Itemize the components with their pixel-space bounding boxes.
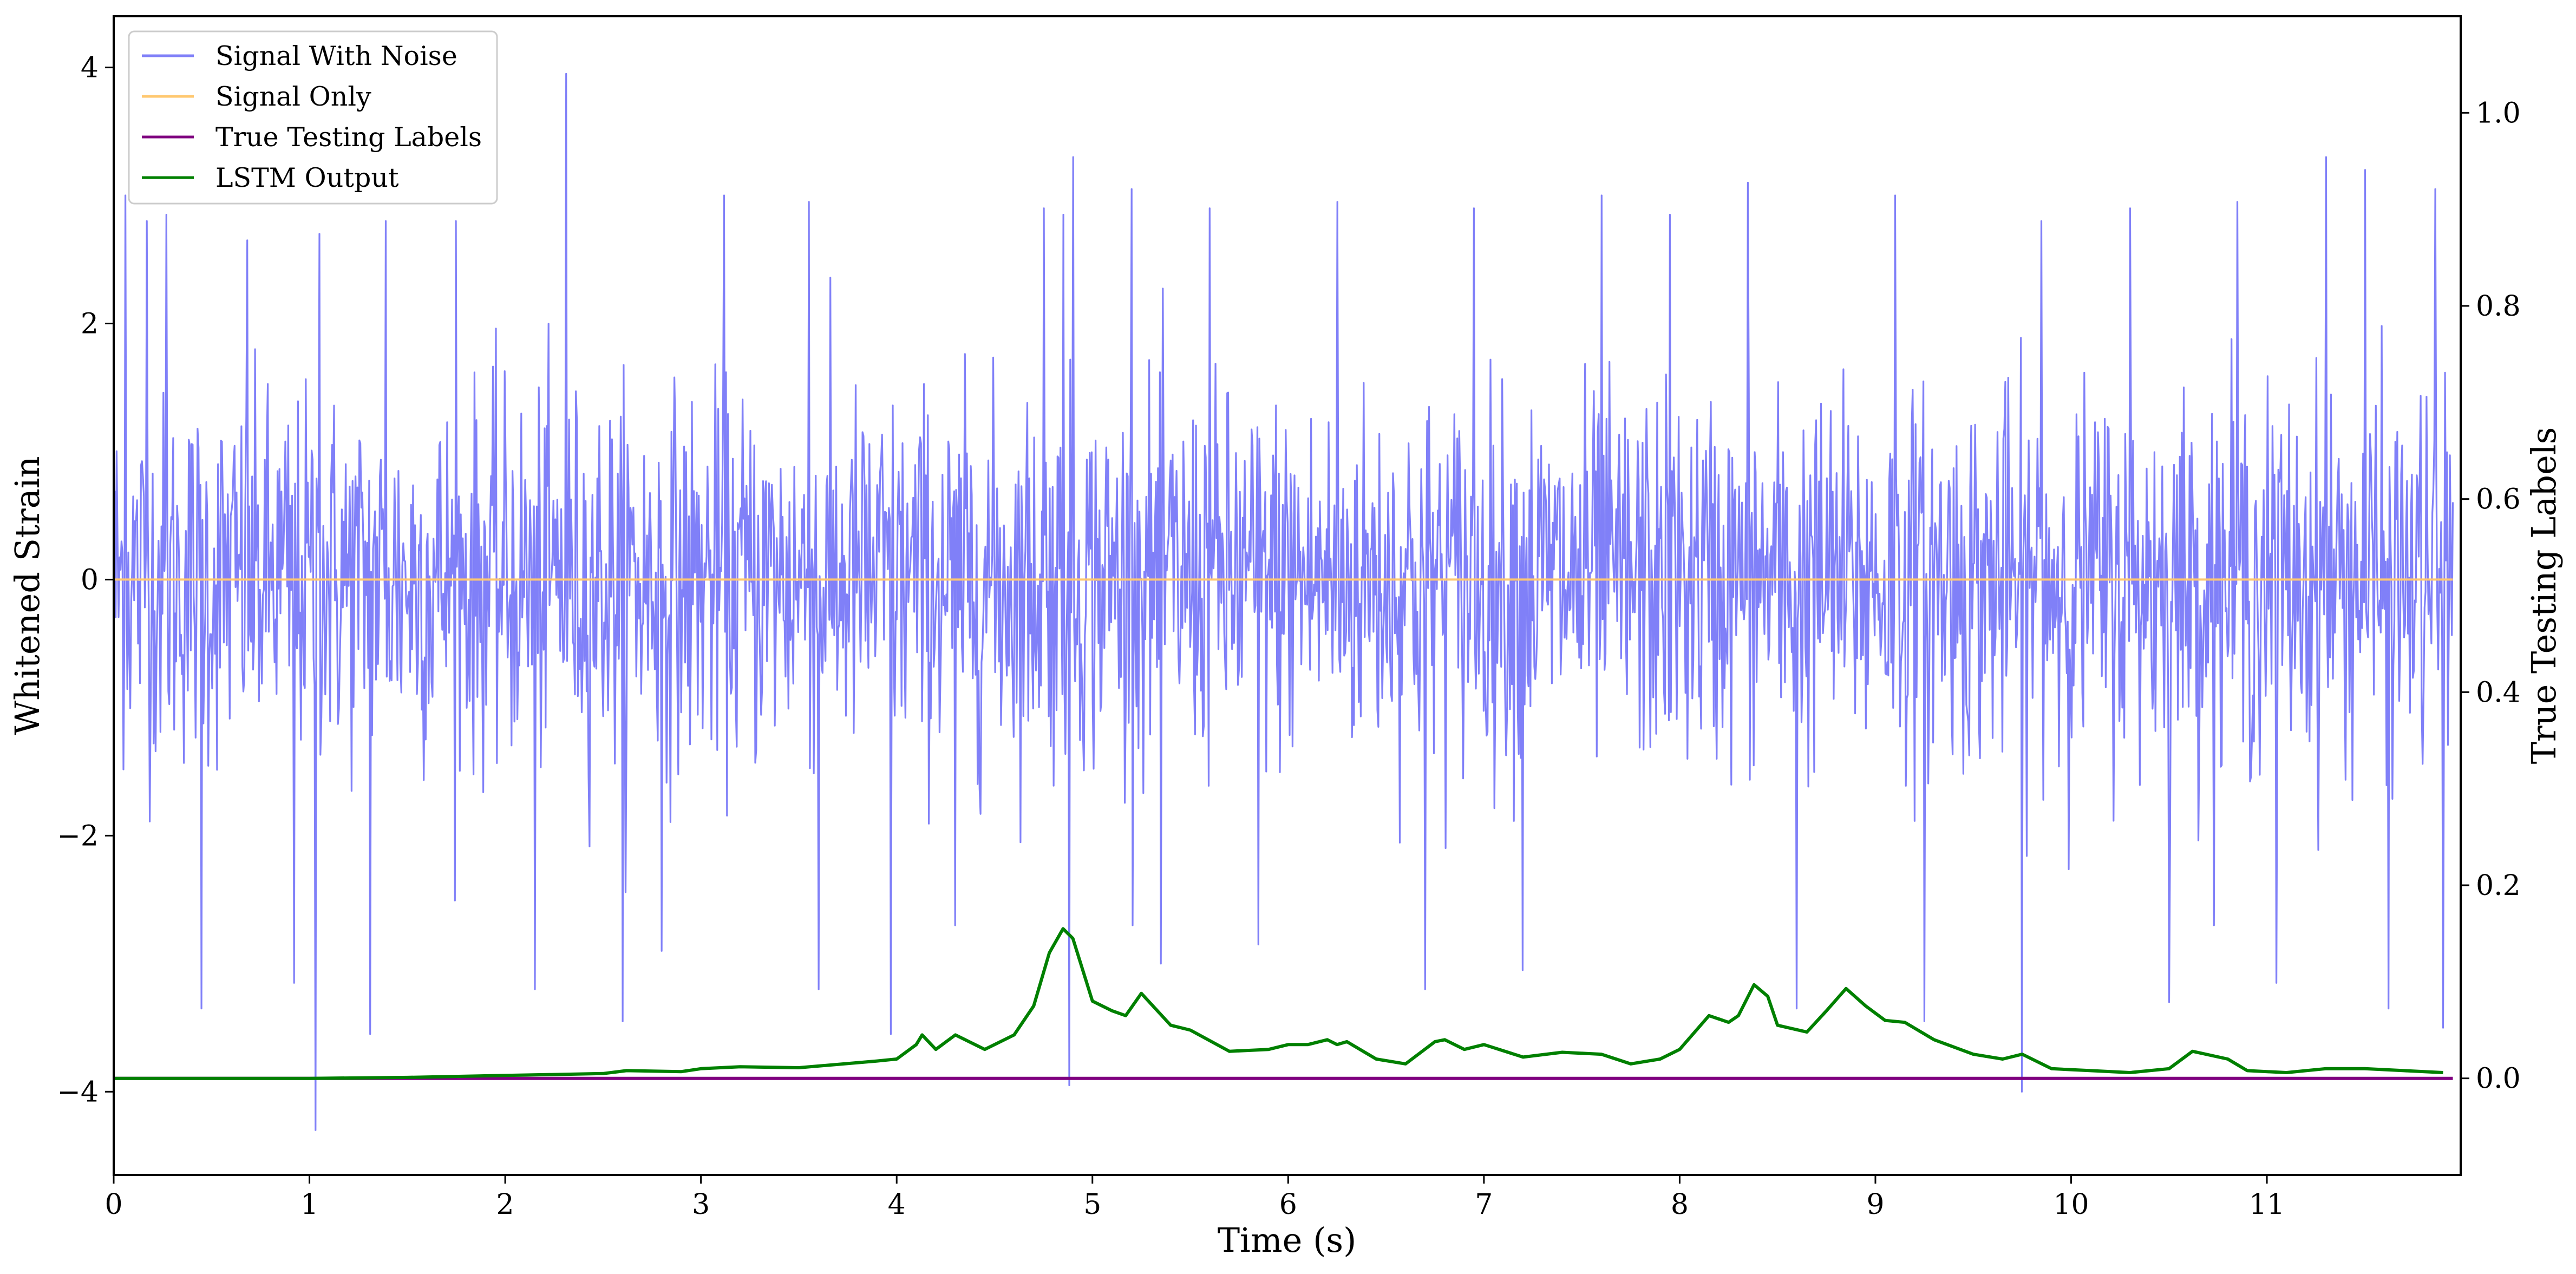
plot-frame xyxy=(113,15,2462,1176)
y-right-tick-label: 0.2 xyxy=(2476,870,2521,902)
x-tick-label: 4 xyxy=(888,1188,906,1221)
x-tick-label: 1 xyxy=(300,1188,318,1221)
y-left-tick-label: 2 xyxy=(81,308,99,341)
y-left-axis-title: Whitened Strain xyxy=(8,456,47,735)
x-axis-ticks: 0 1 2 3 4 5 6 7 8 9 10 11 xyxy=(104,1175,2285,1221)
x-tick-label: 0 xyxy=(104,1188,122,1221)
y-right-tick-label: 0.6 xyxy=(2476,484,2521,516)
y-left-tick-label: 0 xyxy=(81,564,99,596)
x-tick-label: 9 xyxy=(1866,1188,1884,1221)
y-left-axis-ticks: −4 −2 0 2 4 xyxy=(57,52,114,1108)
y-left-tick-label: −4 xyxy=(57,1076,99,1108)
lstm-output-line xyxy=(114,927,2443,1080)
y-left-tick-label: 4 xyxy=(81,52,99,84)
y-right-axis-title: True Testing Labels xyxy=(2524,427,2564,765)
x-tick-label: 2 xyxy=(496,1188,514,1221)
y-right-axis-ticks: 0.0 0.2 0.4 0.6 0.8 1.0 xyxy=(2461,97,2521,1095)
legend: Signal With Noise Signal Only True Testi… xyxy=(128,30,498,205)
signal-with-noise-line xyxy=(113,73,2454,1131)
y-right-tick-label: 0.4 xyxy=(2476,676,2521,709)
legend-box xyxy=(128,30,498,205)
x-tick-label: 8 xyxy=(1671,1188,1689,1221)
legend-label-signal-with-noise: Signal With Noise xyxy=(215,41,457,71)
legend-label-true-testing-labels: True Testing Labels xyxy=(215,122,482,153)
plot-area xyxy=(114,16,2461,1175)
y-left-tick-label: −2 xyxy=(57,820,99,852)
lstm-output-layer xyxy=(114,927,2443,1080)
x-tick-label: 10 xyxy=(2053,1188,2089,1221)
y-right-tick-label: 1.0 xyxy=(2476,97,2521,129)
y-right-tick-label: 0.8 xyxy=(2476,290,2521,323)
x-tick-label: 3 xyxy=(692,1188,710,1221)
x-tick-label: 5 xyxy=(1083,1188,1101,1221)
x-tick-label: 11 xyxy=(2249,1188,2285,1221)
x-tick-label: 7 xyxy=(1475,1188,1493,1221)
legend-label-signal-only: Signal Only xyxy=(215,81,371,112)
legend-label-lstm-output: LSTM Output xyxy=(215,162,399,193)
y-right-tick-label: 0.0 xyxy=(2476,1063,2521,1095)
x-axis-title: Time (s) xyxy=(1218,1220,1357,1260)
signal-with-noise-layer xyxy=(113,73,2454,1131)
x-tick-label: 6 xyxy=(1279,1188,1297,1221)
